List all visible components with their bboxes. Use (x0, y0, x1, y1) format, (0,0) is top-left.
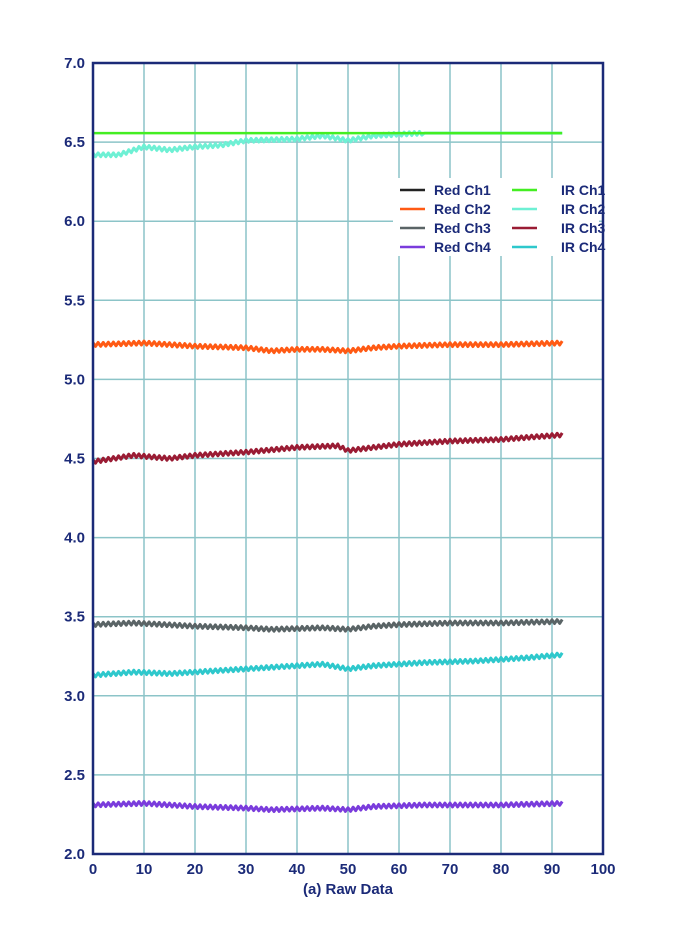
series-line-ir-ch3 (91, 431, 564, 465)
x-tick-label: 50 (340, 861, 357, 878)
x-tick-label: 40 (289, 861, 306, 878)
legend-label: IR Ch1 (561, 182, 606, 198)
y-tick-label: 4.5 (64, 451, 85, 468)
x-tick-label: 10 (136, 861, 153, 878)
x-tick-label: 0 (89, 861, 97, 878)
legend-label: Red Ch1 (434, 182, 491, 198)
plot-frame (91, 61, 605, 856)
x-tick-labels: 0 10 20 30 40 50 60 70 80 90 100 (89, 861, 616, 878)
legend-label: IR Ch3 (561, 220, 606, 236)
y-tick-labels: 2.0 2.5 3.0 3.5 4.0 4.5 5.0 5.5 6.0 6.5 7.0 (64, 55, 85, 863)
series-line-ir-ch4 (91, 651, 564, 679)
legend-label: Red Ch4 (434, 239, 491, 255)
x-tick-label: 90 (544, 861, 561, 878)
series-lines (91, 129, 564, 813)
series-line-red-ch4 (91, 800, 564, 813)
x-tick-label: 20 (187, 861, 204, 878)
x-tick-label: 60 (391, 861, 408, 878)
legend-label: IR Ch4 (561, 239, 606, 255)
legend-label: Red Ch2 (434, 201, 491, 217)
legend: Red Ch1 Red Ch2 Red Ch3 Red Ch4 IR Ch1 IR Ch2… (393, 178, 606, 256)
y-tick-label: 5.0 (64, 371, 85, 388)
y-tick-label: 4.0 (64, 530, 85, 547)
legend-box (393, 178, 599, 256)
y-tick-label: 3.5 (64, 609, 85, 626)
y-tick-label: 6.0 (64, 213, 85, 230)
chart-title: (a) Raw Data (303, 881, 394, 898)
x-tick-label: 100 (590, 861, 615, 878)
legend-label: Red Ch3 (434, 220, 491, 236)
y-tick-label: 6.5 (64, 134, 85, 151)
y-tick-label: 2.0 (64, 846, 85, 863)
y-tick-label: 5.5 (64, 292, 85, 309)
series-line-ir-ch2 (91, 129, 563, 159)
y-tick-label: 3.0 (64, 688, 85, 705)
x-tick-label: 70 (442, 861, 459, 878)
x-tick-label: 80 (493, 861, 510, 878)
legend-label: IR Ch2 (561, 201, 606, 217)
series-line-red-ch3 (91, 618, 564, 633)
y-tick-label: 2.5 (64, 767, 85, 784)
x-tick-label: 30 (238, 861, 255, 878)
y-tick-label: 7.0 (64, 55, 85, 72)
series-line-red-ch2 (91, 339, 564, 355)
